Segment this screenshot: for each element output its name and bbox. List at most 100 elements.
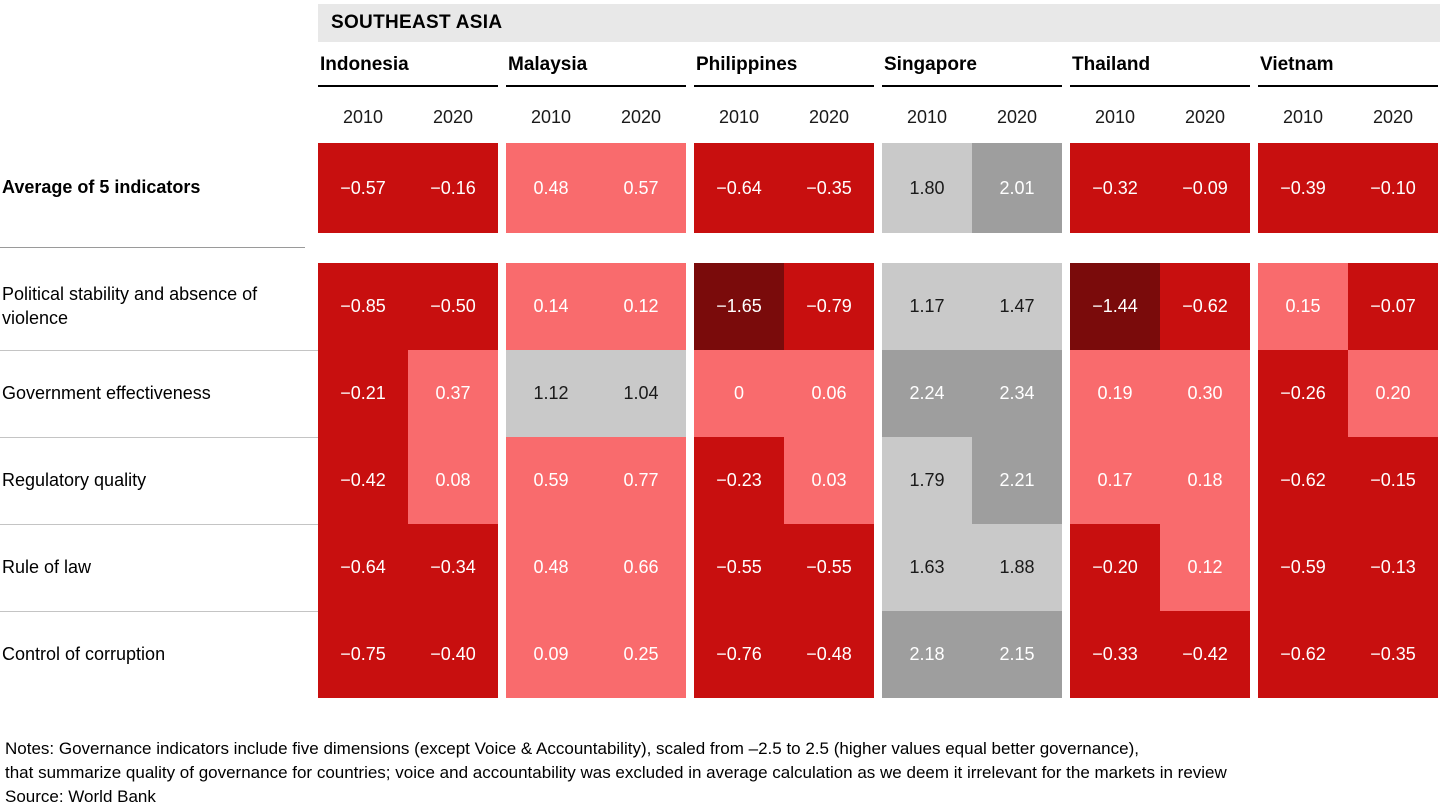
heatmap-cell: −0.64: [318, 524, 408, 611]
year-group: 2010 2020: [506, 107, 686, 128]
country-name: Vietnam: [1258, 54, 1438, 87]
heatmap-cell: 1.79: [882, 437, 972, 524]
country-cell-pair: −0.57 −0.16: [318, 143, 498, 233]
heatmap-cell: −0.62: [1258, 611, 1348, 698]
row-cells: −0.42 0.08 0.59 0.77 −0.23 0.03 1.79 2.21 0.17 0.…: [318, 437, 1438, 524]
heatmap-cell: −0.62: [1258, 437, 1348, 524]
country-cell-pair: 0.17 0.18: [1070, 437, 1250, 524]
country-cell-pair: 0 0.06: [694, 350, 874, 437]
heatmap-cell: 0.66: [596, 524, 686, 611]
heatmap-cell: −0.35: [1348, 611, 1438, 698]
heatmap-cell: −0.42: [1160, 611, 1250, 698]
heatmap-cell: 0.15: [1258, 263, 1348, 350]
year-label: 2020: [620, 107, 662, 127]
notes-line-1: Notes: Governance indicators include fiv…: [5, 739, 1139, 758]
heatmap-row: Average of 5 indicators −0.57 −0.16 0.48 0.5…: [0, 143, 1440, 233]
heatmap-cell: −0.75: [318, 611, 408, 698]
country-cell-pair: −0.33 −0.42: [1070, 611, 1250, 698]
year-label: 2010: [906, 107, 948, 127]
country-group: Vietnam: [1258, 54, 1438, 87]
heatmap-cell: 0.48: [506, 143, 596, 233]
country-cell-pair: 0.15 −0.07: [1258, 263, 1438, 350]
heatmap-cell: −0.55: [784, 524, 874, 611]
heatmap-cell: 1.04: [596, 350, 686, 437]
year-label: 2010: [718, 107, 760, 127]
heatmap-cell: −0.33: [1070, 611, 1160, 698]
country-cell-pair: −0.42 0.08: [318, 437, 498, 524]
heatmap-cell: −0.16: [408, 143, 498, 233]
heatmap-cell: 0.59: [506, 437, 596, 524]
heatmap-cell: 0.20: [1348, 350, 1438, 437]
country-cell-pair: −0.55 −0.55: [694, 524, 874, 611]
heatmap-cell: 0.48: [506, 524, 596, 611]
heatmap-cell: 0.57: [596, 143, 686, 233]
year-header-row: 2010 2020 2010 2020 2010 2020 2010 2020 2010 2020…: [318, 107, 1440, 128]
country-cell-pair: −0.85 −0.50: [318, 263, 498, 350]
heatmap-cell: 2.24: [882, 350, 972, 437]
country-cell-pair: −0.62 −0.35: [1258, 611, 1438, 698]
heatmap-cell: −0.09: [1160, 143, 1250, 233]
year-group: 2010 2020: [694, 107, 874, 128]
row-cells: −0.64 −0.34 0.48 0.66 −0.55 −0.55 1.63 1.88 −0.2…: [318, 524, 1438, 611]
country-name: Philippines: [694, 54, 874, 87]
heatmap-cell: 1.47: [972, 263, 1062, 350]
country-cell-pair: −1.65 −0.79: [694, 263, 874, 350]
heatmap-cell: 2.01: [972, 143, 1062, 233]
country-cell-pair: −0.20 0.12: [1070, 524, 1250, 611]
heatmap-cell: −0.76: [694, 611, 784, 698]
heatmap-cell: 1.88: [972, 524, 1062, 611]
heatmap-cell: 2.34: [972, 350, 1062, 437]
heatmap-cell: 0.19: [1070, 350, 1160, 437]
country-cell-pair: 0.59 0.77: [506, 437, 686, 524]
country-cell-pair: 0.48 0.57: [506, 143, 686, 233]
year-group: 2010 2020: [1258, 107, 1438, 128]
heatmap-cell: 0.25: [596, 611, 686, 698]
country-cell-pair: −1.44 −0.62: [1070, 263, 1250, 350]
heatmap-cell: 0.14: [506, 263, 596, 350]
source-line: Source: World Bank: [5, 787, 156, 806]
region-header: SOUTHEAST ASIA: [318, 4, 1440, 42]
row-label: Political stability and absence of viole…: [2, 284, 258, 328]
heatmap-cell: −0.40: [408, 611, 498, 698]
heatmap-row: Government effectiveness −0.21 0.37 1.12 1.0…: [0, 350, 1440, 437]
country-name: Malaysia: [506, 54, 686, 87]
row-label: Rule of law: [0, 524, 318, 611]
row-cells: −0.21 0.37 1.12 1.04 0 0.06 2.24 2.34 0.19 0.30 −0…: [318, 350, 1438, 437]
year-group: 2010 2020: [1070, 107, 1250, 128]
heatmap-cell: −0.55: [694, 524, 784, 611]
country-group: Thailand: [1070, 54, 1250, 87]
country-cell-pair: −0.26 0.20: [1258, 350, 1438, 437]
heatmap-cell: −0.20: [1070, 524, 1160, 611]
heatmap-cell: 0.09: [506, 611, 596, 698]
notes-line-2: that summarize quality of governance for…: [5, 763, 1227, 782]
heatmap-cell: −0.59: [1258, 524, 1348, 611]
heatmap-cell: −0.50: [408, 263, 498, 350]
year-label: 2020: [1372, 107, 1414, 127]
country-cell-pair: 0.48 0.66: [506, 524, 686, 611]
heatmap-cell: 2.15: [972, 611, 1062, 698]
heatmap-cell: −0.85: [318, 263, 408, 350]
heatmap-cell: 1.17: [882, 263, 972, 350]
year-label: 2020: [432, 107, 474, 127]
row-cells: −0.75 −0.40 0.09 0.25 −0.76 −0.48 2.18 2.15 −0.3…: [318, 611, 1438, 698]
country-cell-pair: −0.32 −0.09: [1070, 143, 1250, 233]
heatmap-cell: 0: [694, 350, 784, 437]
heatmap-cell: 0.12: [596, 263, 686, 350]
heatmap-cell: −1.65: [694, 263, 784, 350]
country-cell-pair: −0.64 −0.34: [318, 524, 498, 611]
country-cell-pair: 1.12 1.04: [506, 350, 686, 437]
section-divider: [0, 233, 1440, 263]
heatmap-row: Regulatory quality −0.42 0.08 0.59 0.77 −0.23…: [0, 437, 1440, 524]
heatmap-cell: 0.77: [596, 437, 686, 524]
year-label: 2020: [808, 107, 850, 127]
country-cell-pair: −0.39 −0.10: [1258, 143, 1438, 233]
country-cell-pair: −0.64 −0.35: [694, 143, 874, 233]
heatmap-cell: −0.10: [1348, 143, 1438, 233]
country-cell-pair: 1.79 2.21: [882, 437, 1062, 524]
year-group: 2010 2020: [882, 107, 1062, 128]
country-cell-pair: 1.80 2.01: [882, 143, 1062, 233]
heatmap-cell: −0.07: [1348, 263, 1438, 350]
country-cell-pair: −0.23 0.03: [694, 437, 874, 524]
heatmap-cell: −0.39: [1258, 143, 1348, 233]
country-cell-pair: 1.17 1.47: [882, 263, 1062, 350]
